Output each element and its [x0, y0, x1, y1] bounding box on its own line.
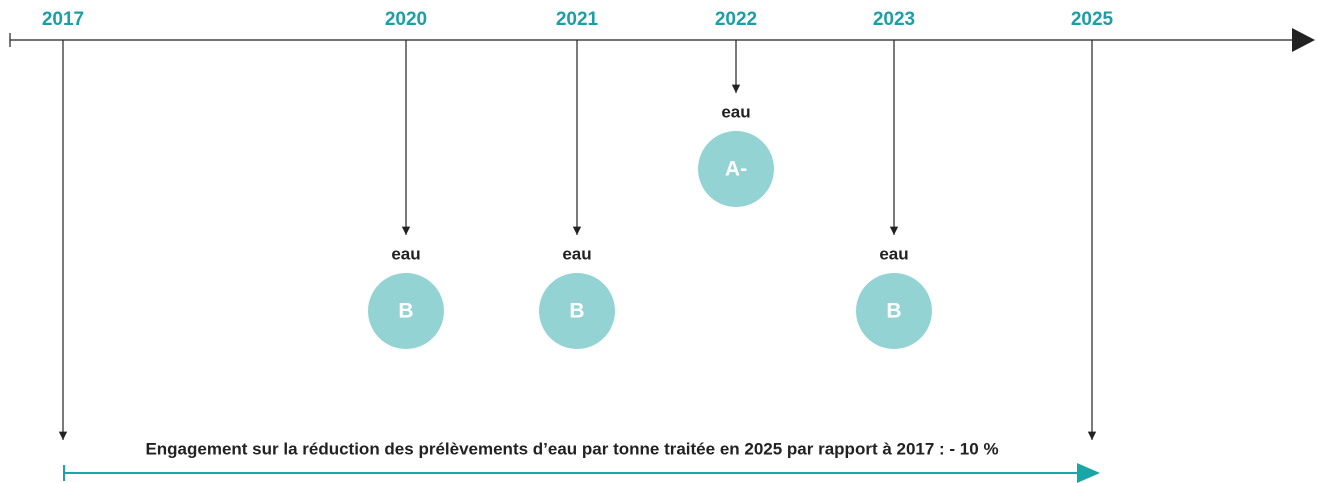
grade: B — [886, 300, 901, 323]
grade-badge — [539, 273, 615, 349]
commitment: Engagement sur la réduction des prélèvem… — [145, 439, 998, 458]
year: 2025 — [1071, 9, 1114, 30]
event-label: eau — [562, 244, 591, 263]
event-label: eau — [721, 102, 750, 121]
year: 2020 — [385, 9, 427, 30]
commitment-arrow — [1077, 463, 1100, 483]
event-label: eau — [391, 244, 420, 263]
grade: A- — [725, 158, 747, 181]
year: 2022 — [715, 9, 757, 30]
year: 2017 — [42, 9, 84, 30]
event-label: eau — [879, 244, 908, 263]
grade: B — [398, 300, 413, 323]
year: 2021 — [556, 9, 599, 30]
grade: B — [569, 300, 584, 323]
year: 2023 — [873, 9, 915, 30]
grade-badge — [698, 131, 774, 207]
grade-badge — [368, 273, 444, 349]
axis-arrow — [1292, 28, 1315, 52]
grade-badge — [856, 273, 932, 349]
